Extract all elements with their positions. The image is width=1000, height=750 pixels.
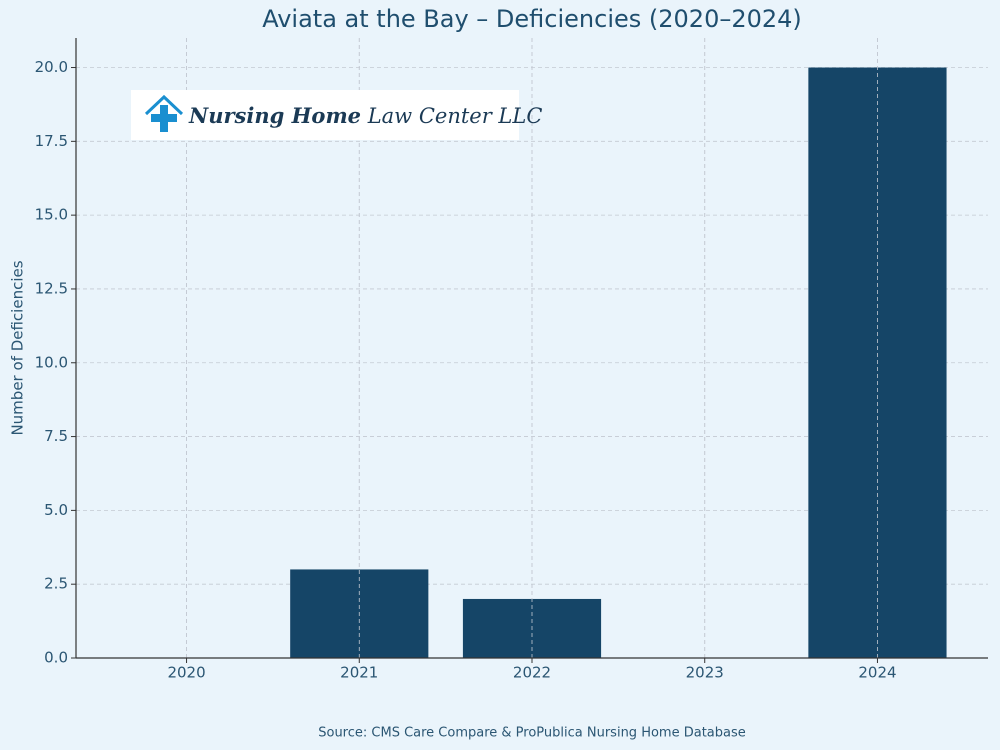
y-tick-label: 5.0	[44, 501, 68, 519]
logo: Nursing Home Law Center LLC	[131, 90, 542, 140]
y-tick-label: 12.5	[35, 279, 68, 297]
y-tick-label: 15.0	[35, 206, 68, 224]
source-note: Source: CMS Care Compare & ProPublica Nu…	[318, 726, 746, 741]
chart-title: Aviata at the Bay – Deficiencies (2020–2…	[262, 5, 802, 33]
logo-regular: Law Center LLC	[367, 104, 543, 128]
y-tick-label: 0.0	[44, 649, 68, 667]
x-tick-label: 2023	[686, 664, 724, 682]
y-tick-label: 20.0	[35, 58, 68, 76]
y-tick-label: 17.5	[35, 132, 68, 150]
x-tick-label: 2021	[340, 664, 378, 682]
logo-cross	[151, 114, 177, 122]
y-tick-label: 10.0	[35, 353, 68, 371]
logo-bold: Nursing Home	[188, 103, 361, 128]
logo-box	[131, 90, 519, 140]
x-tick-label: 2022	[513, 664, 551, 682]
x-tick-label: 2020	[167, 664, 205, 682]
x-tick-label: 2024	[858, 664, 896, 682]
plot-area: 0.0 2.5 5.0 7.5 10.0 12.5 15.0 17.5 20.0 2020 2021…	[35, 38, 988, 682]
y-tick-label: 2.5	[44, 575, 68, 593]
y-axis-label: Number of Deficiencies	[9, 260, 27, 435]
logo-text: Nursing Home Law Center LLC	[188, 103, 542, 128]
logo-roof	[144, 94, 184, 116]
y-tick-label: 7.5	[44, 427, 68, 445]
